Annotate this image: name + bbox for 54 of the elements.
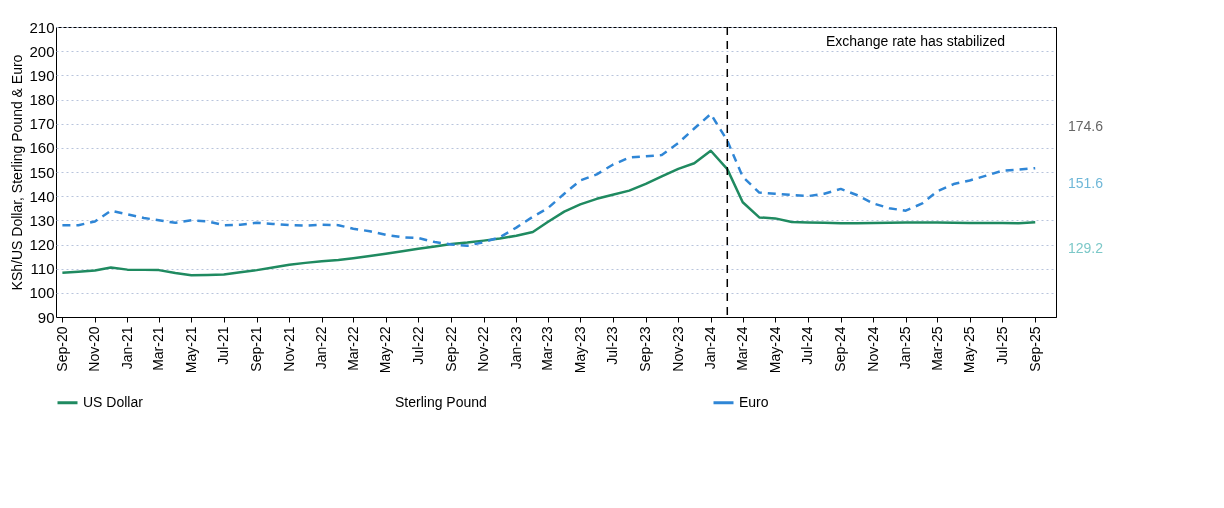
x-tick-label: May-23 [571, 326, 588, 374]
x-tick-label: Jan-23 [507, 326, 524, 370]
x-tick-label: Jan-21 [118, 326, 135, 370]
x-tick-label: Jul-22 [409, 326, 426, 365]
x-tick-label: Jan-22 [313, 326, 330, 370]
y-tick-label: 190 [29, 66, 55, 84]
x-tick-label: Sep-25 [1026, 326, 1043, 372]
x-tick-label: Mar-21 [150, 326, 167, 371]
x-tick-label: May-25 [961, 326, 978, 374]
annotation: Exchange rate has stabilized [826, 33, 1005, 49]
x-tick-label: Jul-24 [799, 326, 816, 365]
y-tick-label: 210 [29, 18, 55, 36]
x-tick-label: Mar-23 [539, 326, 556, 371]
x-tick-label: Nov-24 [864, 326, 881, 372]
x-tick-label: May-22 [377, 326, 394, 374]
y-tick-label: 100 [29, 284, 55, 302]
x-tick-label: Nov-20 [86, 326, 103, 372]
x-tick-label: Nov-21 [280, 326, 297, 372]
x-tick-label: Jan-24 [702, 326, 719, 370]
x-tick-label: Sep-22 [442, 326, 459, 372]
x-tick-label: Nov-22 [475, 326, 492, 372]
x-tick-label: May-24 [766, 326, 783, 374]
y-tick-label: 170 [29, 115, 55, 133]
x-tick-label: Mar-25 [928, 326, 945, 371]
y-tick-label: 130 [29, 211, 55, 229]
x-tick-label: Jan-25 [897, 326, 914, 370]
y-tick-label: 110 [30, 260, 55, 278]
y-tick-label: 160 [29, 139, 55, 157]
y-axis-title: KSh/US Dollar, Sterling Pound & Euro [9, 54, 26, 291]
x-tick-label: Jul-25 [993, 326, 1010, 365]
legend-label: US Dollar [83, 393, 144, 410]
text: 129.2 [1068, 240, 1104, 256]
y-tick-label: 150 [29, 163, 55, 181]
y-tick-label: 200 [29, 42, 55, 60]
x-tick-label: Sep-23 [637, 326, 654, 372]
x-tick-label: May-21 [182, 326, 199, 374]
y-tick-label: 180 [29, 91, 55, 108]
x-tick-label: Jul-21 [215, 326, 232, 365]
line-series [61, 112, 1037, 247]
x-tick-label: Sep-21 [248, 326, 265, 372]
x-tick-label: Nov-23 [669, 326, 686, 372]
text: 151.6 [1068, 175, 1104, 191]
x-tick-label: Mar-22 [344, 326, 361, 371]
x-tick-label: Sep-24 [832, 326, 849, 372]
text: Sterling Pound [395, 393, 487, 410]
y-tick-label: 140 [29, 187, 55, 205]
x-tick-label: Jul-23 [604, 326, 621, 365]
y-tick-label: 90 [37, 308, 55, 326]
x-tick-label: Sep-20 [53, 326, 70, 372]
text: 174.6 [1068, 118, 1104, 134]
line-series [61, 149, 1037, 277]
x-tick-label: Mar-24 [734, 326, 751, 371]
legend-label: Euro [739, 393, 769, 410]
y-tick-label: 120 [29, 236, 55, 253]
